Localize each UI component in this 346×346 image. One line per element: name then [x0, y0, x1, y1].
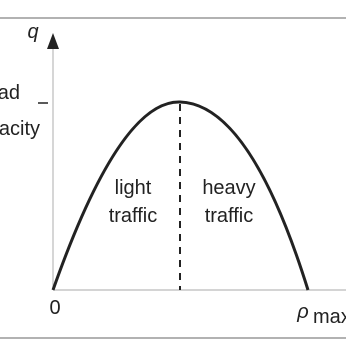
- capacity-label: acity: [0, 118, 40, 140]
- y-axis-arrow: [47, 33, 59, 49]
- origin-label: 0: [49, 297, 60, 319]
- y-axis-label: q: [27, 21, 38, 43]
- region-label: light: [115, 177, 152, 199]
- flow-curve: [51, 100, 310, 291]
- x-max-subscript: max: [313, 306, 346, 328]
- region-label: traffic: [109, 205, 158, 227]
- region-label: heavy: [202, 177, 255, 199]
- capacity-label: ad: [0, 82, 20, 104]
- region-label: traffic: [205, 205, 254, 227]
- x-max-label: ρ: [296, 301, 308, 323]
